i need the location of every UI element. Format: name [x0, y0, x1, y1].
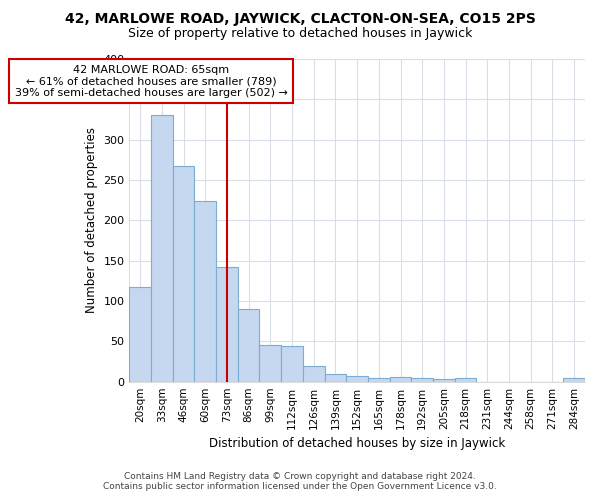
Text: Size of property relative to detached houses in Jaywick: Size of property relative to detached ho…	[128, 28, 472, 40]
Bar	[303, 366, 325, 382]
Bar	[129, 288, 151, 382]
Text: 42 MARLOWE ROAD: 65sqm
← 61% of detached houses are smaller (789)
39% of semi-de: 42 MARLOWE ROAD: 65sqm ← 61% of detached…	[14, 64, 287, 98]
Bar	[194, 201, 216, 382]
X-axis label: Distribution of detached houses by size in Jaywick: Distribution of detached houses by size …	[209, 437, 505, 450]
Bar	[173, 166, 194, 382]
Text: Contains HM Land Registry data © Crown copyright and database right 2024.
Contai: Contains HM Land Registry data © Crown c…	[103, 472, 497, 491]
Y-axis label: Number of detached properties: Number of detached properties	[85, 128, 98, 314]
Bar	[259, 344, 281, 382]
Bar	[412, 378, 433, 382]
Bar	[389, 377, 412, 382]
Bar	[433, 380, 455, 382]
Bar	[281, 346, 303, 382]
Text: 42, MARLOWE ROAD, JAYWICK, CLACTON-ON-SEA, CO15 2PS: 42, MARLOWE ROAD, JAYWICK, CLACTON-ON-SE…	[65, 12, 535, 26]
Bar	[151, 114, 173, 382]
Bar	[238, 309, 259, 382]
Bar	[325, 374, 346, 382]
Bar	[216, 267, 238, 382]
Bar	[455, 378, 476, 382]
Bar	[346, 376, 368, 382]
Bar	[368, 378, 389, 382]
Bar	[563, 378, 585, 382]
